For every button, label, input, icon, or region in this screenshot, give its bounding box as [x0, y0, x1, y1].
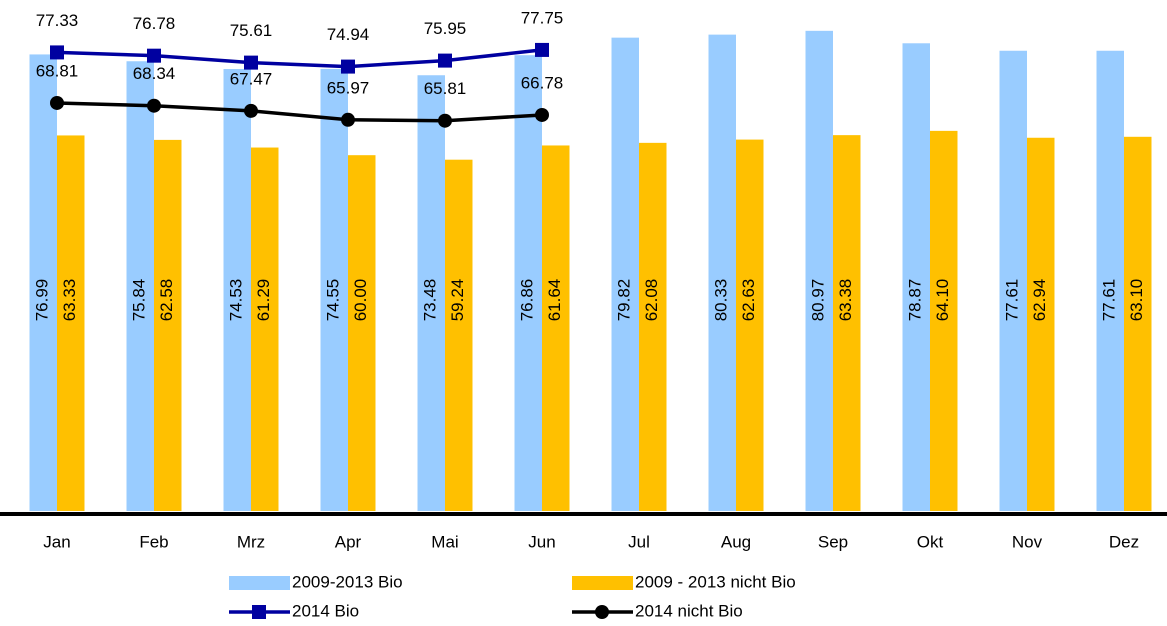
bar [320, 68, 348, 512]
line-value-label: 65.81 [424, 79, 467, 98]
x-tick-label: Mai [431, 532, 458, 551]
bar-value-label: 63.33 [60, 279, 79, 322]
line-value-label: 75.95 [424, 19, 467, 38]
line-value-label: 77.75 [521, 8, 564, 27]
line-value-label: 68.34 [133, 64, 176, 83]
bar-value-label: 59.24 [448, 279, 467, 322]
line-value-label: 74.94 [327, 25, 370, 44]
bar [514, 55, 542, 511]
line-value-label: 65.97 [327, 78, 370, 97]
x-tick-label: Feb [139, 532, 168, 551]
bar [833, 135, 861, 512]
legend-swatch [572, 576, 633, 590]
x-tick-label: Jul [628, 532, 650, 551]
legend-label: 2014 nicht Bio [635, 601, 743, 620]
bar [708, 34, 736, 511]
bar-value-label: 78.87 [906, 279, 925, 322]
line-marker [438, 53, 452, 68]
x-tick-label: Jan [43, 532, 70, 551]
bar [29, 54, 57, 511]
bar [445, 159, 473, 511]
bar [223, 69, 251, 511]
x-tick-label: Aug [721, 532, 751, 551]
bar-value-label: 63.10 [1127, 279, 1146, 322]
bar [57, 135, 85, 512]
bar-value-label: 63.38 [836, 279, 855, 322]
line-marker [50, 95, 64, 110]
bar-value-label: 80.33 [712, 279, 731, 322]
bar-value-label: 79.82 [615, 279, 634, 322]
line-marker [147, 48, 161, 63]
bar-value-label: 64.10 [933, 279, 952, 322]
line-marker [341, 59, 355, 74]
bar [542, 145, 570, 512]
bar-value-label: 74.55 [324, 279, 343, 322]
x-tick-label: Sep [818, 532, 848, 551]
bar-value-label: 62.63 [739, 279, 758, 322]
x-tick-label: Jun [528, 532, 555, 551]
legend-swatch [229, 576, 290, 590]
bar-value-label: 80.97 [809, 279, 828, 322]
bar [126, 61, 154, 512]
bar [1096, 50, 1124, 512]
bar [999, 50, 1027, 512]
bar-value-label: 74.53 [227, 279, 246, 322]
bar [736, 139, 764, 511]
line-marker [535, 107, 549, 122]
x-tick-label: Dez [1109, 532, 1139, 551]
bar [154, 139, 182, 511]
bar [348, 155, 376, 512]
bar-value-label: 60.00 [351, 279, 370, 322]
bar [251, 147, 279, 511]
bar-value-label: 75.84 [130, 279, 149, 322]
bar-value-label: 62.08 [642, 279, 661, 322]
line [56, 48, 543, 69]
line-value-label: 76.78 [133, 14, 176, 33]
bar-value-label: 76.99 [33, 279, 52, 322]
x-tick-label: Okt [917, 532, 944, 551]
line-value-label: 68.81 [36, 61, 79, 80]
bar [1027, 137, 1055, 511]
line-marker [535, 42, 549, 57]
bar [611, 37, 639, 512]
legend-label: 2014 Bio [292, 601, 359, 620]
bar-value-label: 76.86 [518, 279, 537, 322]
x-tick-label: Apr [335, 532, 362, 551]
line-marker [147, 98, 161, 113]
bar [417, 75, 445, 511]
bar-value-label: 77.61 [1100, 279, 1119, 322]
bar-value-label: 61.64 [545, 279, 564, 322]
bar-value-label: 62.94 [1030, 279, 1049, 322]
bar-value-label: 77.61 [1003, 279, 1022, 322]
bar [639, 142, 667, 511]
legend-marker [595, 605, 609, 619]
bar [1124, 136, 1152, 512]
legend-label: 2009-2013 Bio [292, 572, 403, 591]
line-marker [244, 55, 258, 70]
bar-value-label: 61.29 [254, 279, 273, 322]
bar [805, 30, 833, 511]
line-value-label: 77.33 [36, 11, 79, 30]
line [56, 101, 543, 123]
line-marker [438, 113, 452, 128]
legend-label: 2009 - 2013 nicht Bio [635, 572, 796, 591]
line-marker [50, 45, 64, 60]
bar [930, 130, 958, 512]
line-value-label: 66.78 [521, 73, 564, 92]
bar-value-label: 62.58 [157, 279, 176, 322]
line-value-label: 67.47 [230, 69, 273, 88]
legend-marker [252, 605, 266, 619]
line-marker [244, 103, 258, 118]
x-tick-label: Nov [1012, 532, 1043, 551]
line-value-label: 75.61 [230, 21, 273, 40]
bar [902, 43, 930, 511]
x-tick-label: Mrz [237, 532, 265, 551]
bar-value-label: 73.48 [421, 279, 440, 322]
line-marker [341, 112, 355, 127]
